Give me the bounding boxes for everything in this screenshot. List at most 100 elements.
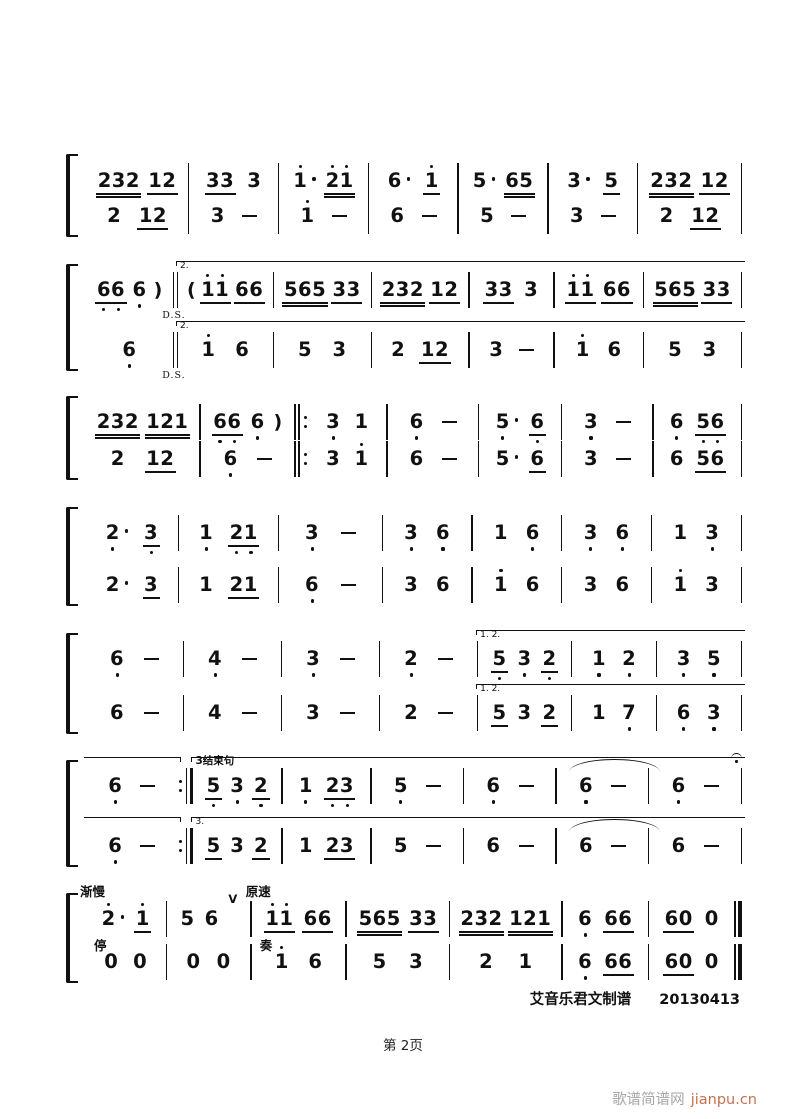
barline-stroke	[740, 332, 742, 368]
beam-line	[324, 192, 356, 195]
note: 3	[489, 339, 504, 361]
note: 6	[579, 835, 594, 857]
note-core: 23	[324, 775, 356, 807]
note: 3	[567, 170, 590, 192]
tie-arc	[568, 819, 660, 832]
measure: 6	[647, 817, 745, 863]
dash-note	[703, 844, 719, 848]
volta-bracket-line	[272, 321, 375, 322]
note: 232	[458, 908, 505, 936]
note-core: 5	[298, 338, 313, 361]
note: 232	[95, 411, 141, 439]
dot	[113, 800, 117, 804]
note-core: 6	[578, 951, 593, 980]
note: 2	[659, 205, 674, 227]
dot	[178, 840, 182, 844]
barline	[177, 567, 180, 603]
barline-stroke	[457, 198, 459, 234]
octave-dot-below	[486, 800, 501, 804]
barline	[642, 332, 645, 368]
measure: 6	[647, 753, 745, 804]
barline	[553, 332, 555, 368]
octave-dot-below	[492, 676, 507, 680]
note: 6	[110, 702, 125, 724]
barline-stroke	[468, 332, 470, 368]
barline-stroke	[560, 404, 563, 440]
barline-stroke	[277, 515, 280, 551]
octave-dot-below	[676, 727, 691, 731]
barline	[561, 901, 563, 937]
note-core: 3	[569, 204, 585, 227]
note: 23	[324, 775, 356, 807]
note-core: 121	[144, 411, 190, 439]
barline	[652, 441, 654, 477]
note-core: 6	[615, 522, 630, 551]
dot	[583, 976, 587, 980]
note: 6	[528, 411, 546, 443]
dash-note	[611, 844, 627, 848]
note-core: 6	[308, 950, 323, 973]
measure: 66 6)	[201, 405, 295, 443]
dot	[102, 307, 106, 311]
note-core: 33	[407, 908, 439, 933]
note: 2	[110, 448, 125, 470]
note: 6	[525, 522, 540, 551]
octave-dot-below	[298, 800, 313, 804]
note-core: 6	[409, 447, 424, 470]
measure: 6 56	[654, 442, 741, 476]
octave-dot-below	[591, 673, 606, 677]
barline-stroke	[655, 695, 658, 731]
note-core: 6	[578, 908, 593, 937]
dot	[581, 333, 585, 337]
dot	[701, 439, 705, 443]
volta-hook-right	[180, 757, 182, 762]
note: 3	[404, 522, 419, 551]
measure: 2 12	[638, 199, 740, 233]
barline	[650, 567, 653, 603]
measure: D.S. 66 6)	[86, 273, 185, 321]
octave-dot-below	[223, 473, 238, 477]
note: 6	[308, 951, 323, 973]
note-core: 2	[105, 573, 120, 596]
barline	[561, 944, 563, 980]
note: 5	[393, 775, 408, 804]
dot	[499, 568, 503, 572]
volta-label: 3.	[195, 817, 205, 827]
volta-label: 2.	[180, 261, 189, 271]
note-core: 2	[659, 204, 674, 227]
octave-dot-below	[530, 439, 545, 443]
measure: 2. 1 6	[176, 321, 277, 367]
measure: 232 12	[369, 261, 473, 307]
barline	[561, 515, 563, 551]
barline	[637, 163, 639, 199]
note: 4	[208, 648, 223, 677]
dot	[547, 676, 552, 680]
note: 2	[541, 702, 559, 727]
measure: 2 12	[86, 199, 188, 233]
dot	[359, 442, 364, 446]
dot	[303, 461, 307, 465]
beam-line	[144, 436, 190, 439]
octave-dot-below	[96, 307, 125, 311]
note-core: 5	[495, 411, 510, 440]
note: 11	[564, 273, 597, 304]
note: 3	[583, 448, 598, 470]
note: 0	[133, 951, 148, 973]
barline-stroke	[478, 441, 480, 477]
barline	[740, 332, 742, 368]
barline	[280, 641, 283, 677]
note-core: 33	[701, 279, 733, 304]
volta-hook-left	[191, 757, 193, 762]
dot	[627, 673, 631, 677]
note-core: 3	[230, 834, 245, 857]
volta-bracket-line	[647, 757, 745, 758]
barline	[345, 944, 347, 980]
barline	[367, 198, 370, 234]
tie-arc	[568, 759, 660, 772]
octave-dot-below	[583, 547, 598, 551]
note: 66	[233, 279, 265, 304]
note: 3	[306, 702, 321, 724]
measure: 2	[380, 642, 477, 677]
